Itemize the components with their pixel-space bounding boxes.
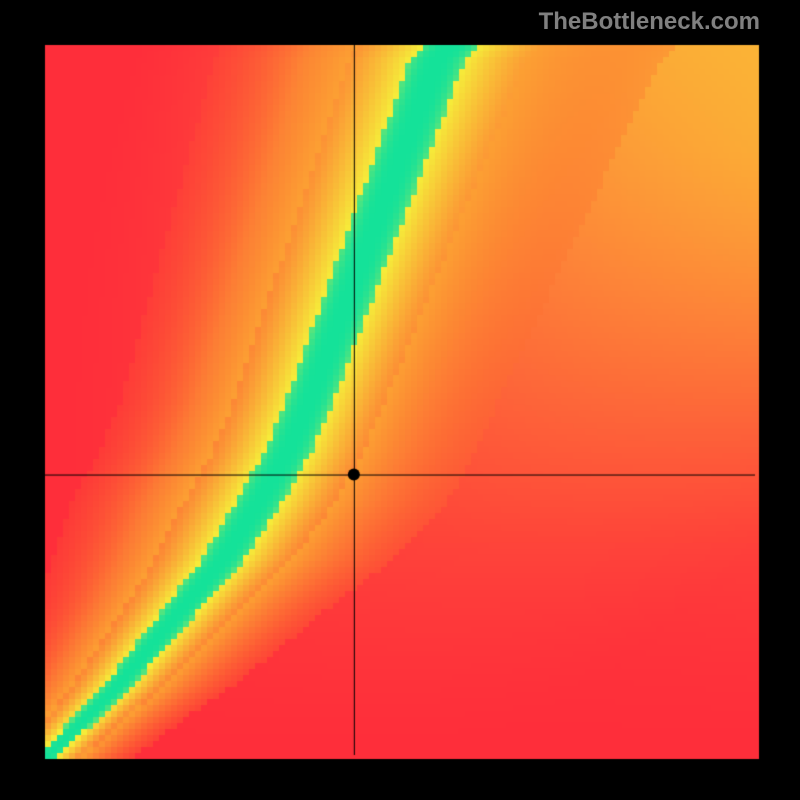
chart-container: TheBottleneck.com (0, 0, 800, 800)
watermark-text: TheBottleneck.com (539, 8, 760, 36)
heatmap-canvas (0, 0, 800, 800)
